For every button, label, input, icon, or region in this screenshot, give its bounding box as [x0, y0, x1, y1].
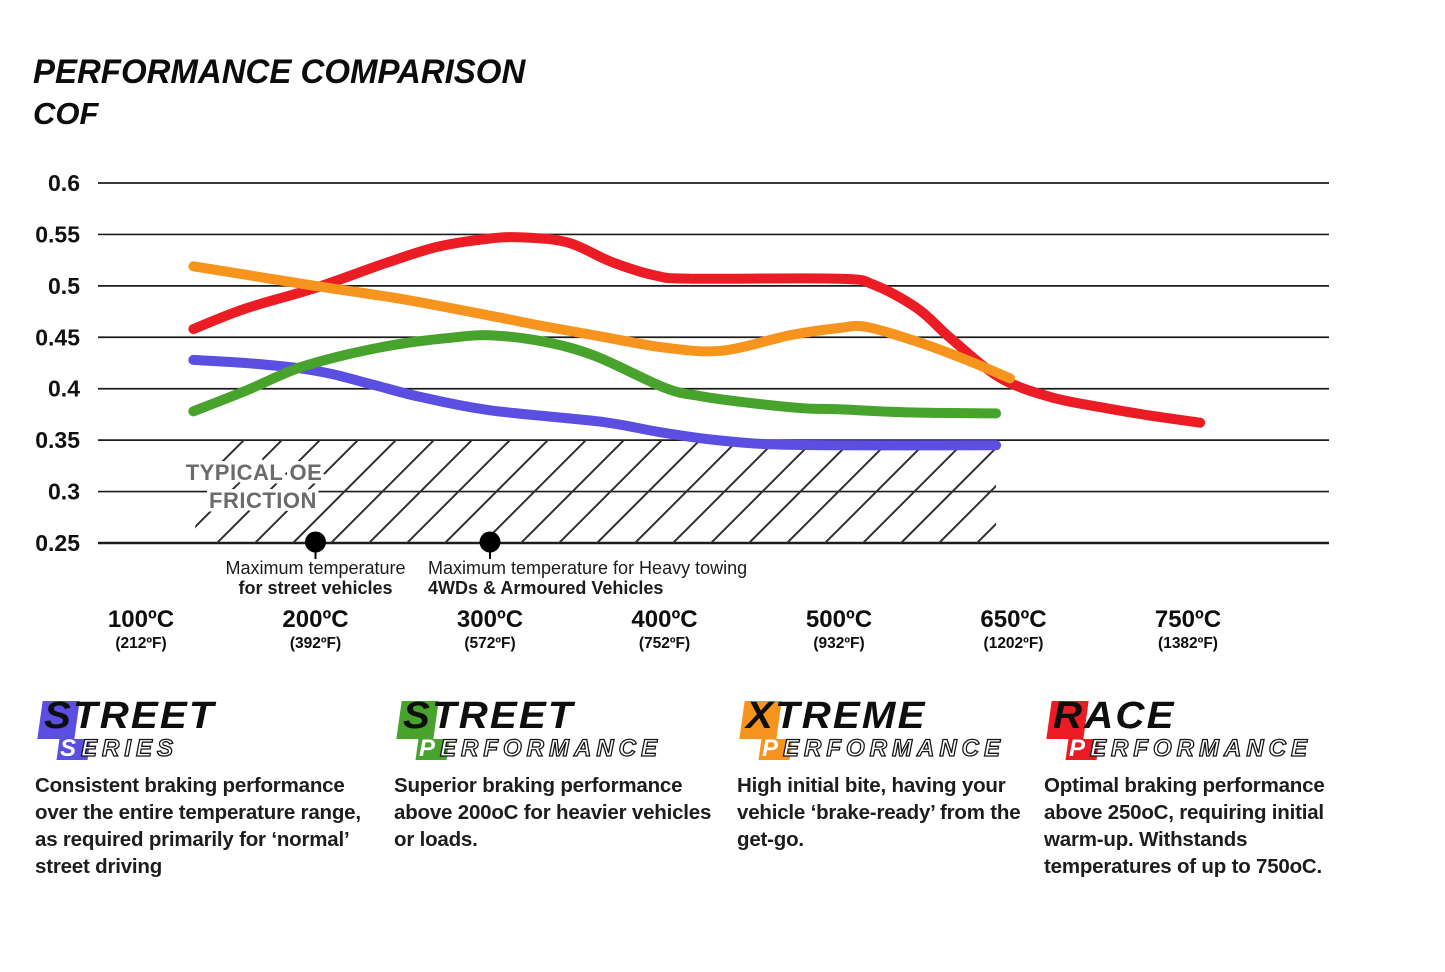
- curve-street-series: [188, 354, 1002, 451]
- legend-description: Optimal braking performance above 250oC,…: [1044, 774, 1325, 878]
- race-performance-logo: RACE PERFORMANCE: [1044, 695, 1374, 763]
- y-tick-label: 0.4: [48, 376, 80, 402]
- y-tick-label: 0.55: [35, 221, 80, 247]
- logo-word2: PERFORMANCE: [1069, 734, 1313, 762]
- legend-item-race-performance: RACE PERFORMANCE Optimal braking perform…: [1044, 695, 1374, 878]
- x-tick-label: 650ºC: [980, 606, 1046, 633]
- logo-word1: STREET: [403, 695, 575, 737]
- x-tick-label: 500ºC: [806, 606, 872, 633]
- x-tick-sublabel: (752ºF): [639, 635, 690, 652]
- legend-item-xtreme-performance: XTREME PERFORMANCE High initial bite, ha…: [737, 695, 1027, 851]
- logo-word1: STREET: [44, 695, 216, 737]
- annotation-dot: [479, 531, 501, 553]
- typical-oe-friction-label: FRICTION: [209, 488, 317, 513]
- logo-word1: RACE: [1053, 695, 1176, 737]
- x-tick-sublabel: (1202ºF): [984, 635, 1044, 652]
- logo-word1: XTREME: [746, 695, 927, 737]
- x-tick-sublabel: (932ºF): [813, 635, 864, 652]
- legend-item-street-performance: STREET PERFORMANCE Superior braking perf…: [394, 695, 724, 851]
- x-tick-label: 300ºC: [457, 606, 523, 633]
- legend-item-street-series: STREET SERIES Consistent braking perform…: [35, 695, 365, 878]
- annotation-dot: [305, 531, 326, 553]
- y-tick-label: 0.45: [35, 324, 80, 350]
- annotation-text-2: 4WDs & Armoured Vehicles: [428, 578, 663, 598]
- x-tick-sublabel: (1382ºF): [1158, 635, 1218, 652]
- x-tick-sublabel: (392ºF): [290, 635, 341, 652]
- y-tick-label: 0.6: [48, 170, 80, 196]
- logo-word2: PERFORMANCE: [762, 734, 1006, 762]
- legend-description: Consistent braking performance over the …: [35, 774, 361, 878]
- x-tick-sublabel: (572ºF): [464, 635, 515, 652]
- curve-street-performance: [188, 330, 1002, 419]
- legend-description: High initial bite, having your vehicle ‘…: [737, 774, 1021, 851]
- page-title: PERFORMANCE COMPARISON: [33, 52, 526, 91]
- curve-xtreme-performance: [188, 261, 1015, 384]
- y-tick-label: 0.3: [48, 479, 80, 505]
- y-tick-label: 0.5: [48, 273, 80, 299]
- annotation-text-1: Maximum temperature: [225, 558, 405, 578]
- logo-word2: PERFORMANCE: [419, 734, 663, 762]
- curve-race-performance: [188, 232, 1206, 428]
- x-tick-label: 200ºC: [282, 606, 348, 633]
- y-tick-label: 0.35: [35, 427, 80, 453]
- legend-description: Superior braking performance above 200oC…: [394, 774, 712, 851]
- x-tick-label: 750ºC: [1155, 606, 1221, 633]
- y-tick-label: 0.25: [35, 530, 80, 556]
- typical-oe-friction-label: TYPICAL OE: [186, 460, 323, 485]
- street-performance-logo: STREET PERFORMANCE: [394, 695, 724, 763]
- typical-oe-friction-region: [191, 440, 997, 543]
- logo-word2: SERIES: [60, 734, 179, 762]
- annotation-text-2: Maximum temperature for Heavy towing: [428, 558, 747, 578]
- x-tick-label: 400ºC: [631, 606, 697, 633]
- cof-line-chart: 0.6 0.55 0.5 0.45 0.4 0.35 0.3 0.25 TYPICAL OE FR…: [35, 170, 1329, 652]
- y-axis-title: COF: [33, 96, 99, 131]
- annotation-text-1: for street vehicles: [238, 578, 392, 598]
- xtreme-performance-logo: XTREME PERFORMANCE: [737, 695, 1027, 763]
- street-series-logo: STREET SERIES: [35, 695, 365, 763]
- x-tick-sublabel: (212ºF): [115, 635, 166, 652]
- x-tick-label: 100ºC: [108, 606, 174, 633]
